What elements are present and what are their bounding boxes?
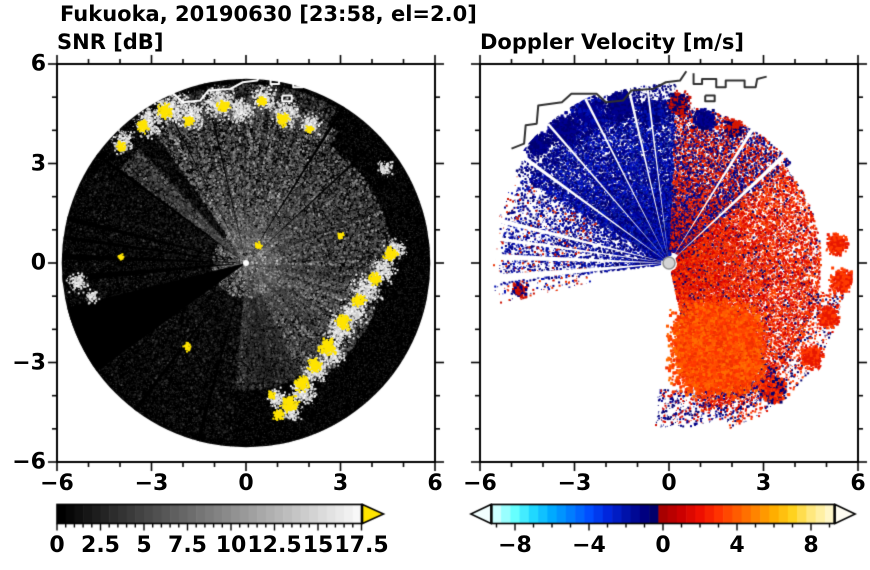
snr-y-tick-label: −3: [12, 350, 46, 375]
doppler-colorbar-tick-label: −4: [572, 533, 606, 558]
snr-x-tick-label: 0: [238, 471, 254, 496]
snr-colorbar-tick-label: 12.5: [247, 533, 302, 558]
snr-panel-title: SNR [dB]: [57, 30, 164, 54]
snr-x-tick-label: −6: [40, 471, 74, 496]
snr-colorbar-tick-label: 2.5: [81, 533, 120, 558]
doppler-colorbar-tick-label: 0: [655, 533, 671, 558]
doppler-colorbar-tick-label: −8: [498, 533, 532, 558]
snr-colorbar-tick-label: 17.5: [334, 533, 389, 558]
figure-title: Fukuoka, 20190630 [23:58, el=2.0]: [60, 2, 477, 26]
snr-colorbar-tick-label: 0: [49, 533, 65, 558]
snr-y-tick-label: 3: [30, 151, 46, 176]
snr-colorbar-tick-label: 5: [136, 533, 152, 558]
doppler-panel-title: Doppler Velocity [m/s]: [480, 30, 744, 54]
snr-x-tick-label: 3: [332, 471, 349, 496]
doppler-colorbar-tick-label: 4: [729, 533, 745, 558]
snr-x-tick-label: −3: [134, 471, 169, 496]
doppler-x-tick-label: 3: [755, 471, 772, 496]
snr-colorbar-tick-label: 10: [215, 533, 247, 558]
doppler-colorbar: [466, 503, 868, 533]
snr-y-tick-label: 0: [30, 250, 46, 276]
snr-colorbar-tick-label: 15: [302, 533, 334, 558]
snr-y-tick-label: 6: [30, 51, 46, 77]
snr-colorbar-tick-label: 7.5: [168, 533, 207, 558]
snr-x-tick-label: 6: [427, 471, 443, 496]
doppler-colorbar-tick-label: 8: [803, 533, 819, 558]
snr-radar-plot: [47, 54, 445, 472]
doppler-x-tick-label: 6: [850, 471, 866, 496]
doppler-x-tick-label: −3: [557, 471, 592, 496]
snr-colorbar: [55, 503, 405, 533]
snr-y-tick-label: −6: [12, 449, 46, 475]
doppler-x-tick-label: −6: [463, 471, 497, 496]
doppler-radar-plot: [470, 54, 868, 472]
doppler-x-tick-label: 0: [661, 471, 677, 496]
